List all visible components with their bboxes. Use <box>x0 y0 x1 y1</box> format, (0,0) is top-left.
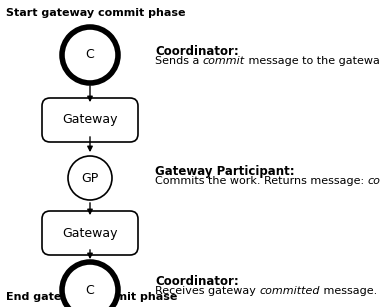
Text: message.: message. <box>320 286 377 297</box>
Text: Start gateway commit phase: Start gateway commit phase <box>6 8 185 18</box>
Text: C: C <box>86 283 94 297</box>
Text: Sends a: Sends a <box>155 56 203 67</box>
Text: End gateway commit phase: End gateway commit phase <box>6 292 177 302</box>
Text: Coordinator:: Coordinator: <box>155 275 239 288</box>
FancyBboxPatch shape <box>42 98 138 142</box>
Circle shape <box>68 156 112 200</box>
Text: message to the gateway participant.: message to the gateway participant. <box>245 56 380 67</box>
Text: committed: committed <box>260 286 320 297</box>
Circle shape <box>62 262 118 307</box>
Text: GP: GP <box>81 172 99 185</box>
Text: Gateway: Gateway <box>62 114 118 126</box>
Text: Gateway: Gateway <box>62 227 118 239</box>
Text: Commits the work. Returns message:: Commits the work. Returns message: <box>155 177 367 186</box>
Text: commit: commit <box>203 56 245 67</box>
Text: Receives gateway: Receives gateway <box>155 286 260 297</box>
Circle shape <box>62 27 118 83</box>
Text: C: C <box>86 49 94 61</box>
Text: Gateway Participant:: Gateway Participant: <box>155 165 294 178</box>
Text: committed.: committed. <box>367 177 380 186</box>
FancyBboxPatch shape <box>42 211 138 255</box>
Text: Coordinator:: Coordinator: <box>155 45 239 58</box>
